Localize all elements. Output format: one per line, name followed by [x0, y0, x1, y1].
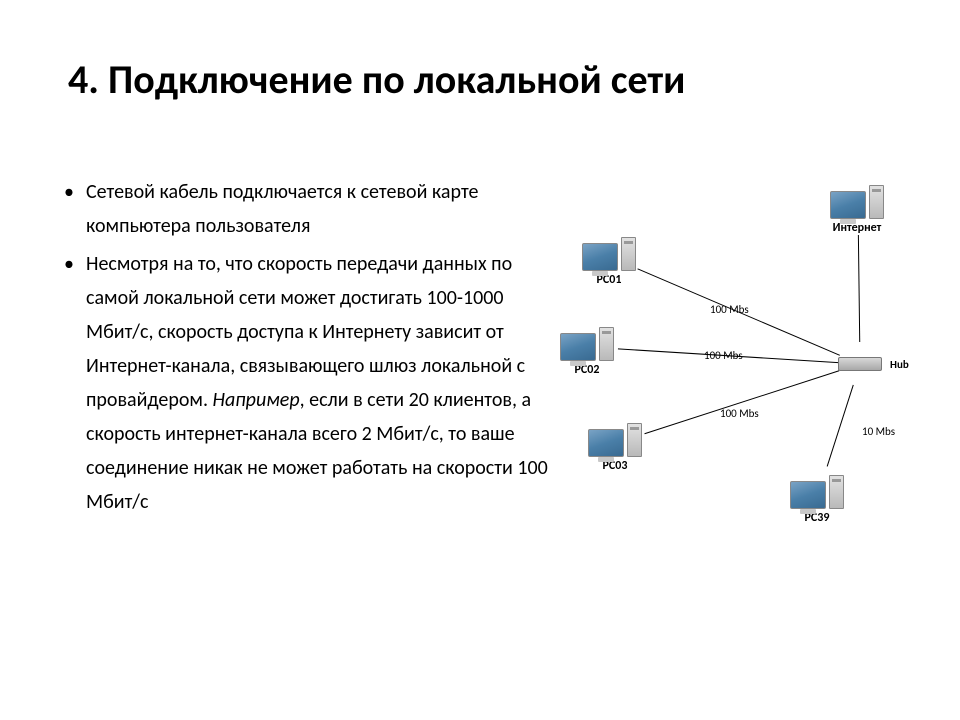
node-pc39: PC39 [790, 475, 844, 525]
bullet-item: Сетевой кабель подключается к сетевой ка… [60, 175, 560, 243]
edge-label: 100 Mbs [710, 303, 749, 316]
monitor-icon [830, 191, 866, 219]
tower-icon [627, 423, 642, 457]
node-pc03: PC03 [588, 423, 642, 473]
monitor-icon [790, 481, 826, 509]
computer-icon [560, 327, 614, 361]
tower-icon [869, 185, 884, 219]
tower-icon [621, 237, 636, 271]
node-label: Интернет [830, 221, 884, 235]
node-label: PC03 [588, 459, 642, 473]
node-label: PC01 [582, 273, 636, 287]
tower-icon [829, 475, 844, 509]
computer-icon [582, 237, 636, 271]
edge-line [645, 371, 840, 434]
bullet-item: Несмотря на то, что скорость передачи да… [60, 247, 560, 519]
hub-icon [838, 357, 882, 371]
computer-icon [588, 423, 642, 457]
node-pc02: PC02 [560, 327, 614, 377]
edge-line [858, 235, 859, 342]
node-hub [838, 357, 882, 371]
tower-icon [599, 327, 614, 361]
edge-line [827, 385, 853, 466]
computer-icon [790, 475, 844, 509]
edge-label: 100 Mbs [720, 407, 759, 420]
monitor-icon [582, 243, 618, 271]
node-internet: Интернет [830, 185, 884, 235]
node-label: PC02 [560, 363, 614, 377]
node-pc01: PC01 [582, 237, 636, 287]
edge-label: 100 Mbs [704, 349, 743, 362]
monitor-icon [588, 429, 624, 457]
monitor-icon [560, 333, 596, 361]
network-diagram: Интернет PC01 PC02 PC03 PC39 Hub 100 Mbs 100 Mb… [560, 175, 960, 595]
hub-label: Hub [890, 358, 909, 371]
node-label: PC39 [790, 511, 844, 525]
bullet-list: Сетевой кабель подключается к сетевой ка… [60, 175, 560, 523]
slide-title: 4. Подключение по локальной сети [68, 55, 685, 104]
edge-label: 10 Mbs [862, 425, 895, 438]
computer-icon [830, 185, 884, 219]
